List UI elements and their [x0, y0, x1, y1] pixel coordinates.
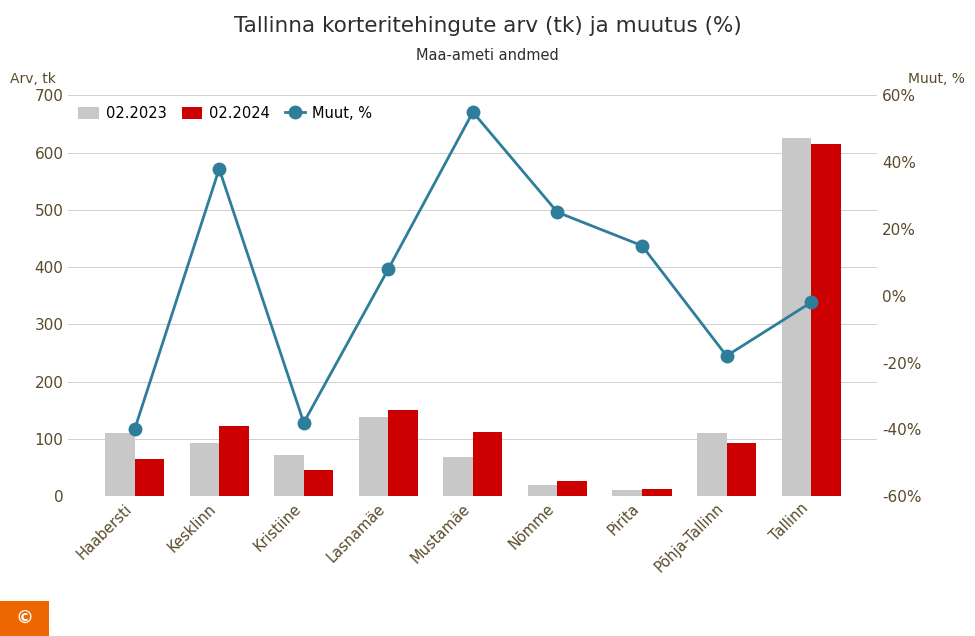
Muut, %: [467, 108, 479, 116]
Bar: [697, 433, 726, 496]
Bar: [105, 433, 135, 496]
Text: Tõnu Toompark, ADAUR.EE: Tõnu Toompark, ADAUR.EE: [141, 611, 326, 626]
Muut, %: [805, 299, 817, 307]
Text: ©: ©: [16, 609, 33, 628]
Bar: [726, 443, 757, 496]
Bar: [189, 443, 219, 496]
FancyBboxPatch shape: [0, 601, 49, 636]
Muut, %: [129, 425, 140, 433]
Bar: [782, 138, 811, 496]
Muut, %: [214, 165, 225, 172]
Bar: [274, 455, 304, 496]
Bar: [642, 489, 672, 496]
Bar: [444, 457, 473, 496]
Bar: [473, 432, 502, 496]
Bar: [612, 490, 642, 496]
Text: Muut, %: Muut, %: [909, 72, 965, 86]
Bar: [527, 485, 558, 496]
Muut, %: [298, 418, 310, 426]
Muut, %: [552, 209, 564, 216]
Muut, %: [721, 352, 732, 359]
Bar: [219, 426, 249, 496]
Muut, %: [382, 265, 394, 273]
Text: Maa-ameti andmed: Maa-ameti andmed: [416, 48, 559, 63]
Legend: 02.2023, 02.2024, Muut, %: 02.2023, 02.2024, Muut, %: [75, 102, 375, 123]
Text: Tallinna korteritehingute arv (tk) ja muutus (%): Tallinna korteritehingute arv (tk) ja mu…: [234, 16, 741, 36]
Bar: [388, 410, 418, 496]
Bar: [135, 459, 164, 496]
Bar: [811, 144, 840, 496]
Muut, %: [636, 242, 647, 249]
Line: Muut, %: Muut, %: [128, 105, 818, 436]
Bar: [359, 417, 388, 496]
Bar: [558, 481, 587, 496]
Text: Arv, tk: Arv, tk: [10, 72, 56, 86]
Bar: [304, 471, 333, 496]
